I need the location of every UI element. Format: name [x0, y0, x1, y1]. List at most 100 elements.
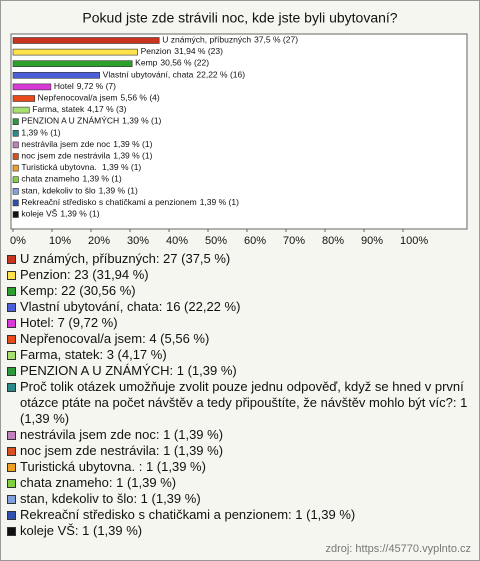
- category-label: Penzion: [141, 46, 172, 56]
- bar: [12, 141, 19, 149]
- category-label: Turistická ubytovna.: [21, 162, 99, 172]
- bar-label: chata znameho 1,39 % (1): [21, 174, 122, 184]
- category-label: Rekreační středisko s chatičkami a penzi…: [21, 197, 196, 207]
- bar: [12, 211, 19, 218]
- chart: Pokud jste zde strávili noc, kde jste by…: [10, 10, 468, 247]
- legend-item: Proč tolik otázek umožňuje zvolit pouze …: [7, 379, 469, 427]
- legend-label: Kemp: 22 (30,56 %): [20, 283, 136, 298]
- value-label: 1,39 % (1): [113, 139, 152, 149]
- legend-swatch: [7, 383, 16, 392]
- bar: [12, 60, 133, 68]
- value-label: 31,94 % (23): [174, 46, 223, 56]
- legend-swatch: [7, 271, 16, 280]
- legend-label: nestrávila jsem zde noc: 1 (1,39 %): [20, 427, 224, 442]
- legend-label: Vlastní ubytování, chata: 16 (22,22 %): [20, 299, 241, 314]
- category-label: U známých, příbuzných: [162, 35, 251, 45]
- bar: [12, 176, 19, 183]
- legend-item: U známých, příbuzných: 27 (37,5 %): [7, 251, 469, 267]
- x-tick-label: 90%: [361, 235, 383, 247]
- x-tick-label: 70%: [283, 235, 305, 247]
- category-label: koleje VŠ: [21, 209, 57, 219]
- legend-swatch: [7, 511, 16, 520]
- chart-title: Pokud jste zde strávili noc, kde jste by…: [82, 10, 397, 26]
- value-label: 1,39 % (1): [200, 197, 239, 207]
- legend-swatch: [7, 319, 16, 328]
- legend-label: stan, kdekoliv to šlo: 1 (1,39 %): [20, 491, 201, 506]
- legend-item: stan, kdekoliv to šlo: 1 (1,39 %): [7, 491, 469, 507]
- category-label: Nepřenocoval/a jsem: [38, 93, 118, 103]
- legend-item: koleje VŠ: 1 (1,39 %): [7, 523, 469, 539]
- legend-item: noc jsem zde nestrávila: 1 (1,39 %): [7, 443, 469, 459]
- legend-swatch: [7, 351, 16, 360]
- bar-label: koleje VŠ 1,39 % (1): [21, 209, 99, 219]
- legend-label: Hotel: 7 (9,72 %): [20, 315, 118, 330]
- legend-item: Vlastní ubytování, chata: 16 (22,22 %): [7, 299, 469, 315]
- legend-label: PENZION A U ZNÁMÝCH: 1 (1,39 %): [20, 363, 237, 378]
- value-label: 30,56 % (22): [160, 58, 209, 68]
- legend-label: chata znameho: 1 (1,39 %): [20, 475, 177, 490]
- value-label: 1,39 % (1): [60, 209, 99, 219]
- value-label: 37,5 % (27): [254, 35, 298, 45]
- category-label: Vlastní ubytování, chata: [103, 70, 194, 80]
- bar-label: Penzion 31,94 % (23): [141, 46, 224, 56]
- x-tick-label: 20%: [88, 235, 110, 247]
- legend-swatch: [7, 431, 16, 440]
- legend-item: PENZION A U ZNÁMÝCH: 1 (1,39 %): [7, 363, 469, 379]
- legend-label: Rekreační středisko s chatičkami a penzi…: [20, 507, 356, 522]
- value-label: 1,39 % (1): [83, 174, 122, 184]
- legend-swatch: [7, 495, 16, 504]
- bar-label: Turistická ubytovna. 1,39 % (1): [21, 162, 141, 172]
- legend-label: koleje VŠ: 1 (1,39 %): [20, 523, 143, 538]
- legend-label: Nepřenocoval/a jsem: 4 (5,56 %): [20, 331, 210, 346]
- bar-label: Rekreační středisko s chatičkami a penzi…: [21, 197, 239, 207]
- bar-label: 1,39 % (1): [21, 128, 60, 138]
- x-tick-label: 30%: [127, 235, 149, 247]
- legend-item: Nepřenocoval/a jsem: 4 (5,56 %): [7, 331, 469, 347]
- value-label: 22,22 % (16): [196, 70, 245, 80]
- x-tick-label: 80%: [322, 235, 344, 247]
- bar: [12, 118, 19, 125]
- category-label: chata znameho: [21, 174, 79, 184]
- bar: [12, 188, 19, 195]
- legend-item: Turistická ubytovna. : 1 (1,39 %): [7, 459, 469, 475]
- legend-swatch: [7, 303, 16, 312]
- bar: [12, 106, 30, 114]
- bar-label: PENZION A U ZNÁMÝCH 1,39 % (1): [21, 116, 161, 126]
- legend-label: Turistická ubytovna. : 1 (1,39 %): [20, 459, 206, 474]
- category-label: Farma, statek: [32, 104, 85, 114]
- source: zdroj: https://45770.vyplnto.cz: [325, 543, 471, 555]
- bar-label: Vlastní ubytování, chata 22,22 % (16): [103, 70, 246, 80]
- legend-swatch: [7, 447, 16, 456]
- value-label: 1,39 % (1): [113, 151, 152, 161]
- legend: U známých, příbuzných: 27 (37,5 %) Penzio…: [7, 251, 469, 539]
- legend-item: Rekreační středisko s chatičkami a penzi…: [7, 507, 469, 523]
- bar-label: U známých, příbuzných 37,5 % (27): [162, 35, 298, 45]
- legend-item: Farma, statek: 3 (4,17 %): [7, 347, 469, 363]
- category-label: Hotel: [54, 81, 74, 91]
- bar: [12, 83, 52, 91]
- bar-label: stan, kdekoliv to šlo 1,39 % (1): [21, 186, 138, 196]
- legend-item: Hotel: 7 (9,72 %): [7, 315, 469, 331]
- bar: [12, 130, 19, 137]
- legend-item: Kemp: 22 (30,56 %): [7, 283, 469, 299]
- value-label: 4,17 % (3): [87, 104, 126, 114]
- bar-label: nestrávila jsem zde noc 1,39 % (1): [21, 139, 152, 149]
- x-tick-label: 10%: [49, 235, 71, 247]
- bar: [12, 164, 19, 172]
- legend-label: Proč tolik otázek umožňuje zvolit pouze …: [20, 379, 468, 426]
- legend-label: noc jsem zde nestrávila: 1 (1,39 %): [20, 443, 224, 458]
- bar: [12, 37, 160, 44]
- value-label: 5,56 % (4): [121, 93, 160, 103]
- value-label: 1,39 % (1): [21, 128, 60, 138]
- legend-item: Penzion: 23 (31,94 %): [7, 267, 469, 283]
- x-tick-label: 40%: [166, 235, 188, 247]
- bar: [12, 199, 19, 207]
- category-label: Kemp: [135, 58, 157, 68]
- category-label: noc jsem zde nestrávila: [21, 151, 110, 161]
- bar: [12, 153, 19, 160]
- legend-swatch: [7, 287, 16, 296]
- x-tick-label: 100%: [400, 235, 428, 247]
- legend-swatch: [7, 463, 16, 472]
- bar-label: Farma, statek 4,17 % (3): [32, 104, 126, 114]
